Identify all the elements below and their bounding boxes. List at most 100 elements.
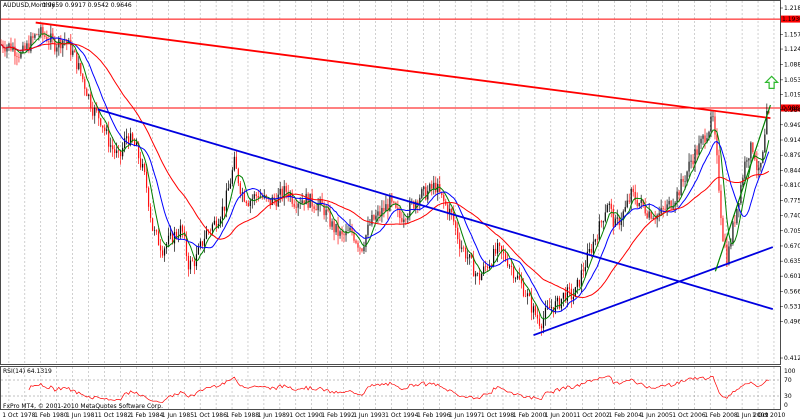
candle-body (714, 116, 716, 135)
candle-body (249, 200, 251, 206)
candle-body (70, 40, 72, 55)
candle-body (532, 306, 535, 313)
candle-body (712, 116, 714, 118)
candle-body (6, 46, 8, 52)
candle-body (596, 239, 598, 241)
trendline-blue-resistance (97, 108, 774, 311)
candle-body (16, 56, 18, 57)
candle-body (359, 247, 361, 249)
candle-body (283, 186, 285, 199)
candle-body (518, 275, 521, 280)
time-tick-label: 1 Jun 2009 (736, 412, 768, 419)
time-tick-label: 1 Jun 1989 (257, 412, 289, 419)
candle-body (692, 160, 694, 165)
time-tick-label: 1 Oct 2002 (577, 412, 610, 419)
candle-body (630, 188, 632, 202)
candle-body (403, 219, 405, 222)
candle-body (36, 34, 38, 36)
candle-body (548, 306, 551, 309)
candle-body (247, 203, 249, 206)
candle-body (606, 205, 608, 213)
candle-body (678, 191, 680, 196)
candle-body (191, 260, 194, 262)
candle-body (98, 110, 100, 119)
candle-body (604, 212, 606, 222)
candle-body (193, 260, 196, 267)
candle-body (102, 125, 104, 128)
candle-body (163, 248, 166, 256)
candle-body (159, 245, 162, 251)
candle-body (108, 129, 110, 147)
candle-body (122, 147, 124, 157)
candle-body (179, 225, 182, 237)
candle-body (684, 181, 686, 182)
candle-body (377, 211, 379, 216)
candle-body (620, 220, 622, 226)
time-tick-label: 1 Feb 1980 (34, 412, 68, 419)
candle-body (373, 214, 375, 220)
candle-body (285, 186, 287, 192)
candle-body (311, 193, 313, 207)
candle-body (632, 188, 634, 192)
candle-body (327, 209, 329, 211)
candle-body (225, 190, 227, 211)
arrow-up-icon (764, 75, 780, 89)
time-tick-label: 1 Feb 2000 (513, 412, 547, 419)
candle-body (90, 94, 92, 109)
candle-body (363, 246, 365, 252)
candle-body (8, 43, 10, 47)
candle-body (38, 34, 40, 35)
candle-body (502, 251, 505, 254)
candle-body (118, 150, 120, 152)
candle-body (169, 232, 172, 236)
candle-body (171, 232, 174, 244)
time-tick-label: 1 Oct 1998 (481, 412, 514, 419)
candle-body (479, 273, 481, 281)
candle-body (750, 142, 752, 159)
candle-body (199, 241, 202, 248)
candle-body (640, 199, 642, 203)
price-tick-label: 0.4965 (784, 319, 800, 326)
candle-body (315, 208, 317, 211)
candle-body (237, 168, 239, 184)
time-tick-label: 1 Oct 1978 (2, 412, 35, 419)
candle-body (752, 142, 754, 153)
candle-body (686, 171, 688, 182)
candle-body (449, 208, 451, 215)
candle-body (345, 230, 347, 236)
candle-body (145, 171, 148, 188)
candle-body (134, 140, 136, 146)
candle-body (149, 206, 152, 219)
candle-body (584, 267, 586, 272)
trendlines[interactable] (35, 21, 774, 337)
candle-body (395, 202, 397, 208)
candle-body (564, 292, 567, 302)
candle-body (114, 149, 116, 154)
candle-body (580, 270, 582, 287)
time-tick-label: 1 Jun 2005 (640, 412, 672, 419)
candle-body (52, 33, 54, 39)
candle-body (235, 156, 237, 169)
candle-body (421, 189, 423, 198)
candle-body (467, 257, 469, 259)
candle-body (138, 142, 140, 159)
candle-body (475, 273, 477, 277)
candle-body (540, 325, 543, 329)
candle-body (425, 186, 427, 200)
candle-body (405, 219, 407, 221)
time-tick-label: 1 Jun 1985 (162, 412, 194, 419)
candle-body (30, 36, 32, 52)
candle-body (120, 150, 122, 157)
candle-body (496, 243, 499, 254)
candle-body (744, 161, 746, 179)
candle-body (82, 73, 84, 80)
candle-body (469, 254, 471, 258)
candle-body (568, 287, 570, 289)
candle-body (211, 224, 214, 231)
candle-body (520, 279, 523, 284)
candle-body (544, 307, 547, 319)
candle-body (710, 116, 712, 132)
candle-body (718, 155, 720, 191)
